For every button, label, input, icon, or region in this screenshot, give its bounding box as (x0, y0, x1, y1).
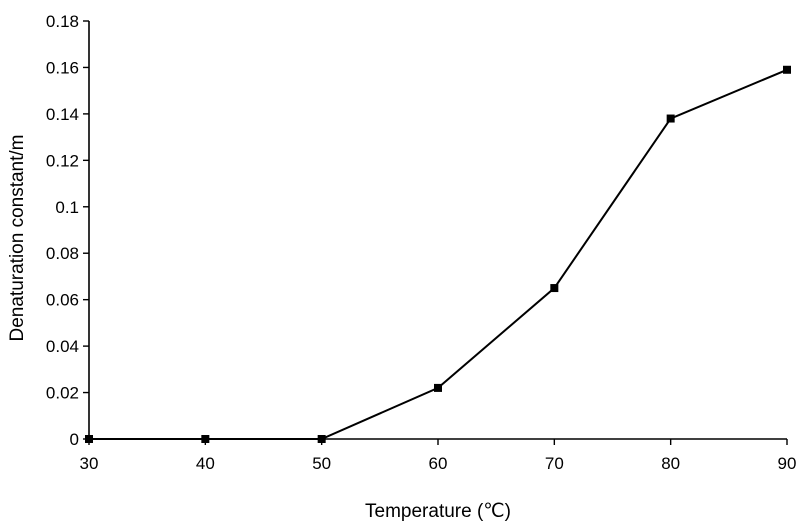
x-tick-label: 60 (429, 454, 448, 473)
series-group (85, 65, 791, 443)
y-axis-title: Denaturation constant/m (7, 134, 28, 341)
x-tick-label: 30 (80, 454, 99, 473)
y-tick-label: 0.18 (46, 12, 79, 31)
y-tick-label: 0.16 (46, 58, 79, 77)
y-tick-label: 0.04 (46, 337, 79, 356)
data-point-marker (550, 284, 559, 293)
x-tick-label: 40 (196, 454, 215, 473)
y-tick-label: 0 (70, 430, 79, 449)
y-tick-label: 0.14 (46, 105, 79, 124)
data-point-marker (85, 435, 93, 443)
x-tick-label: 50 (312, 454, 331, 473)
y-tick-label: 0.12 (46, 151, 79, 170)
x-tick-label: 80 (661, 454, 680, 473)
y-tick-label: 0.06 (46, 291, 79, 310)
data-point-marker (201, 435, 210, 443)
data-point-marker (317, 435, 326, 443)
data-point-marker (666, 114, 675, 123)
y-tick-label: 0.1 (55, 198, 79, 217)
data-point-marker (783, 65, 791, 74)
y-tick-label: 0.08 (46, 244, 79, 263)
x-axis-ticks: 30 40 50 60 70 80 90 (80, 439, 797, 473)
y-axis-ticks: 0 0.02 0.04 0.06 0.08 0.1 0.12 0.14 0.16 0.18 (46, 12, 89, 449)
x-axis-title: Temperature (℃) (365, 501, 511, 522)
x-tick-label: 90 (778, 454, 797, 473)
data-point-marker (434, 383, 442, 392)
x-tick-label: 70 (545, 454, 564, 473)
y-tick-label: 0.02 (46, 384, 79, 403)
series-line (89, 68, 788, 440)
